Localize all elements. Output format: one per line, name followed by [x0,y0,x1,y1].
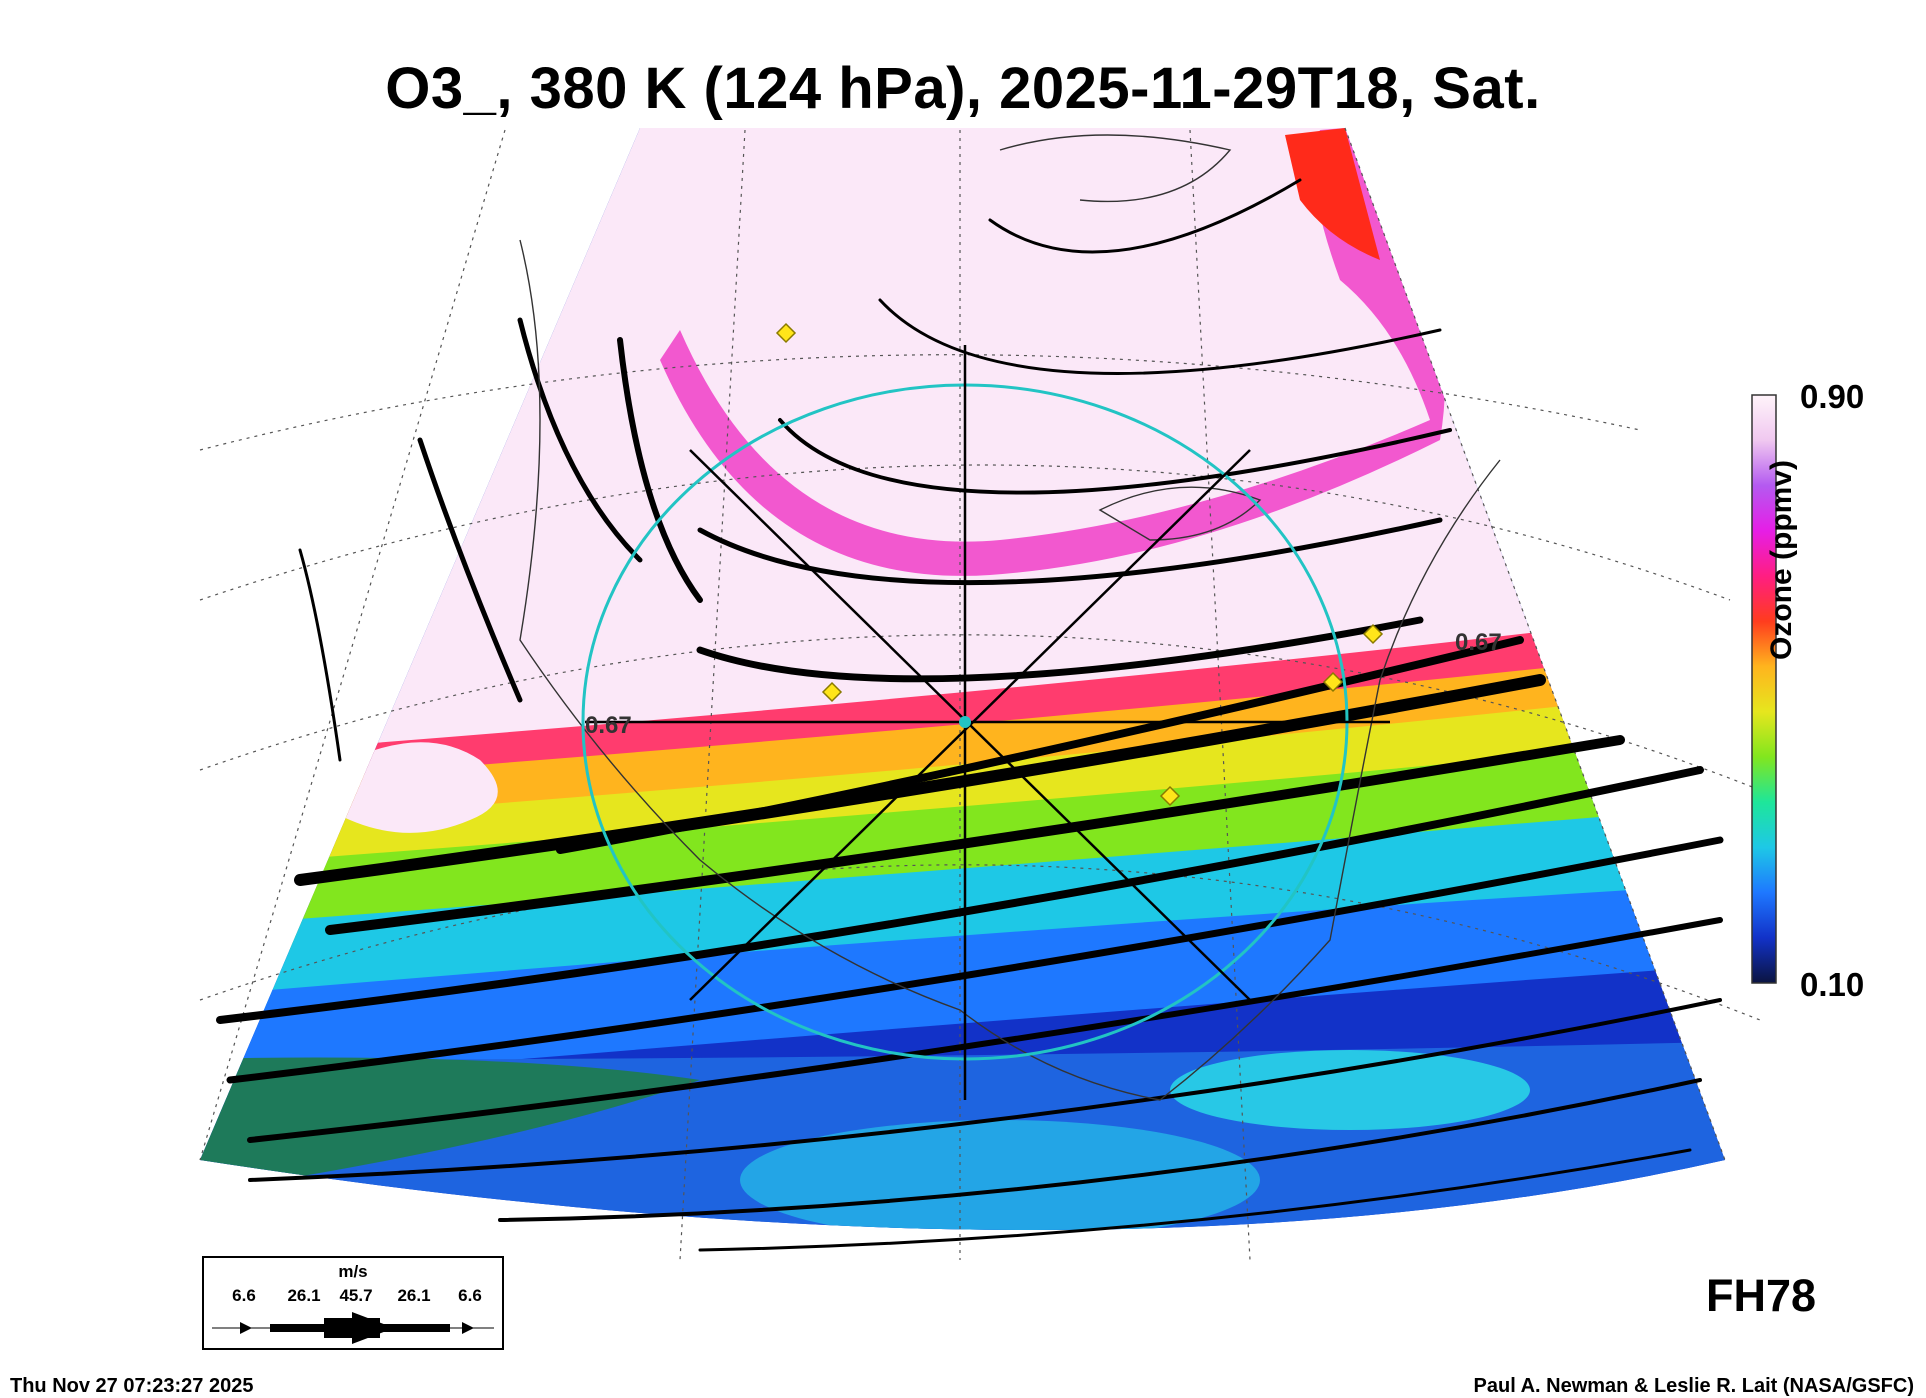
wind-legend: m/s 6.6 26.1 45.7 26.1 6.6 [202,1256,504,1350]
wind-legend-value: 6.6 [458,1286,482,1305]
colorbar-min-label: 0.10 [1800,966,1865,1003]
contour-label: 0.67 [1455,629,1502,656]
wind-legend-unit: m/s [338,1262,368,1281]
wind-legend-value: 45.7 [339,1286,373,1305]
station-markers [775,322,1384,807]
contour-label: 0.67 [585,712,632,739]
ozone-field [200,128,1725,1230]
cross-section-center [959,716,971,728]
wind-legend-value: 6.6 [232,1286,256,1305]
wind-legend-value: 26.1 [287,1286,321,1305]
wind-legend-value: 26.1 [397,1286,431,1305]
footer-credit: Paul A. Newman & Leslie R. Lait (NASA/GS… [1473,1375,1914,1397]
forecast-hour: FH78 [1706,1270,1817,1321]
colorbar [1751,394,1777,984]
wind-legend-arrows [212,1312,494,1344]
cross-section [581,345,1390,1100]
chart-title: O3_, 380 K (124 hPa), 2025-11-29T18, Sat… [385,56,1541,121]
colorbar-title: Ozone (ppmv) [1765,460,1798,660]
graticule [199,127,1761,1261]
colorbar-max-label: 0.90 [1800,378,1865,415]
footer-timestamp: Thu Nov 27 07:23:27 2025 [10,1375,254,1397]
